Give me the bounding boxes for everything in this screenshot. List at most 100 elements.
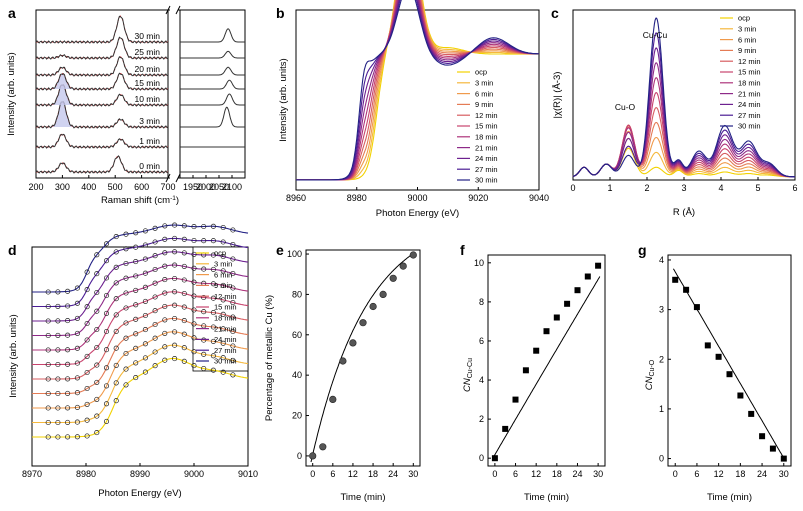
xanes-data-point: [220, 282, 226, 288]
xanes-series-line: [296, 0, 539, 181]
x-axis-label: Time (min): [524, 492, 569, 503]
xanes-data-point: [152, 363, 158, 369]
xanes-data-point: [230, 343, 236, 349]
y-tick-label: 4: [479, 375, 484, 385]
exafs-frame: [572, 9, 796, 181]
data-point: [522, 367, 529, 374]
xanes-data-point: [123, 382, 129, 388]
xanes-data-point: [65, 347, 71, 353]
xanes-data-point: [74, 360, 80, 366]
x-tick-label: 9040: [529, 193, 549, 203]
xanes-data-point: [94, 252, 100, 258]
xanes-data-point: [113, 296, 119, 302]
legend-label: 9 min: [738, 46, 756, 55]
y-tick-label: 2: [659, 354, 664, 364]
xanes-data-point: [94, 396, 100, 402]
raman-time-label: 30 min: [134, 31, 160, 41]
x-tick-label: 2050: [209, 182, 229, 192]
xanes-data-point: [162, 303, 168, 310]
y-tick-label: 60: [292, 330, 302, 340]
x-tick-label: 4: [718, 183, 723, 193]
legend-label: 9 min: [214, 281, 232, 290]
data-point: [553, 314, 560, 321]
xanes-data-point: [113, 362, 119, 368]
y-tick-label: 0: [297, 451, 302, 461]
xanes-data-point: [230, 241, 236, 248]
y-axis-label: CNCu-Cu: [462, 358, 474, 392]
xanes-data-point: [55, 361, 61, 368]
xanes-data-point: [142, 284, 148, 290]
x-tick-label: 18: [735, 469, 745, 479]
xanes-data-point: [172, 329, 178, 335]
x-tick-label: 12: [348, 469, 358, 479]
xanes-data-point: [191, 363, 197, 369]
xanes-data-point: [230, 357, 236, 363]
y-axis-label: Intensity (arb. units): [278, 58, 289, 141]
x-tick-label: 1: [607, 183, 612, 193]
legend-label: 24 min: [214, 335, 237, 344]
panel-label-c: c: [551, 5, 559, 21]
annotation-cu-o: Cu-O: [615, 102, 636, 112]
raman-spectrum: [180, 28, 245, 43]
xanes-data-point: [142, 228, 148, 234]
y-tick-label: 3: [659, 305, 664, 315]
xanes-data-point: [123, 366, 129, 372]
y-axis-label: Intensity (arb. units): [6, 52, 17, 135]
xanes-data-point: [45, 347, 51, 353]
x-tick-label: 2100: [222, 182, 242, 192]
xanes-data-point: [103, 365, 110, 371]
scatter-frame: [305, 249, 421, 467]
x-tick-label: 12: [714, 469, 724, 479]
xanes-data-point: [55, 318, 61, 324]
raman-peak-fill: [46, 73, 79, 89]
xanes-fit-line: [32, 344, 249, 424]
x-tick-label: 9000: [407, 193, 427, 203]
xanes-data-point: [103, 258, 110, 264]
legend-label: 3 min: [475, 79, 493, 88]
scatter-frame: [667, 254, 792, 467]
raman-spectrum: [35, 36, 169, 60]
exafs-series-line: [572, 47, 795, 178]
xanes-data-point: [123, 275, 129, 281]
y-tick-label: 80: [292, 289, 302, 299]
xanes-data-point: [103, 383, 110, 389]
xanes-fit-line: [32, 224, 249, 293]
y-tick-label: 20: [292, 411, 302, 421]
xanes-data-point: [45, 434, 51, 440]
xanes-data-point: [94, 344, 100, 351]
xanes-data-point: [74, 285, 80, 291]
raman-spectrum: [35, 84, 169, 107]
xanes-data-point: [181, 263, 187, 269]
panel-label-a: a: [8, 5, 16, 21]
xanes-data-point: [201, 223, 207, 230]
legend-label: 24 min: [475, 154, 498, 163]
raman-time-label: 0 min: [139, 161, 160, 171]
xanes-series-line: [296, 0, 539, 181]
data-point: [339, 357, 347, 365]
xanes-data-point: [65, 390, 71, 396]
xanes-data-point: [133, 375, 139, 381]
data-point: [309, 452, 317, 460]
xanes-data-point: [113, 380, 119, 386]
xanes-data-point: [133, 287, 139, 293]
raman-time-label: 25 min: [134, 47, 160, 57]
raman-time-label: 20 min: [134, 64, 160, 74]
panel-label-g: g: [638, 242, 647, 258]
raman-peak-fill: [46, 101, 79, 127]
legend-label: 30 min: [475, 176, 498, 185]
xanes-data-point: [113, 312, 119, 318]
data-point: [329, 395, 337, 404]
xanes-data-point: [210, 338, 216, 344]
data-point: [379, 290, 387, 299]
xanes-data-point: [74, 300, 80, 306]
data-point: [543, 328, 550, 335]
data-point: [693, 304, 700, 311]
xanes-fit-line: [32, 331, 249, 409]
xanes-series-line: [296, 0, 539, 181]
data-point: [584, 273, 591, 280]
xanes-data-point: [220, 253, 226, 260]
xanes-data-point: [142, 355, 148, 361]
x-axis-label: Raman shift (cm-1): [101, 195, 179, 206]
xanes-data-point: [142, 369, 148, 375]
xanes-data-point: [172, 289, 178, 295]
